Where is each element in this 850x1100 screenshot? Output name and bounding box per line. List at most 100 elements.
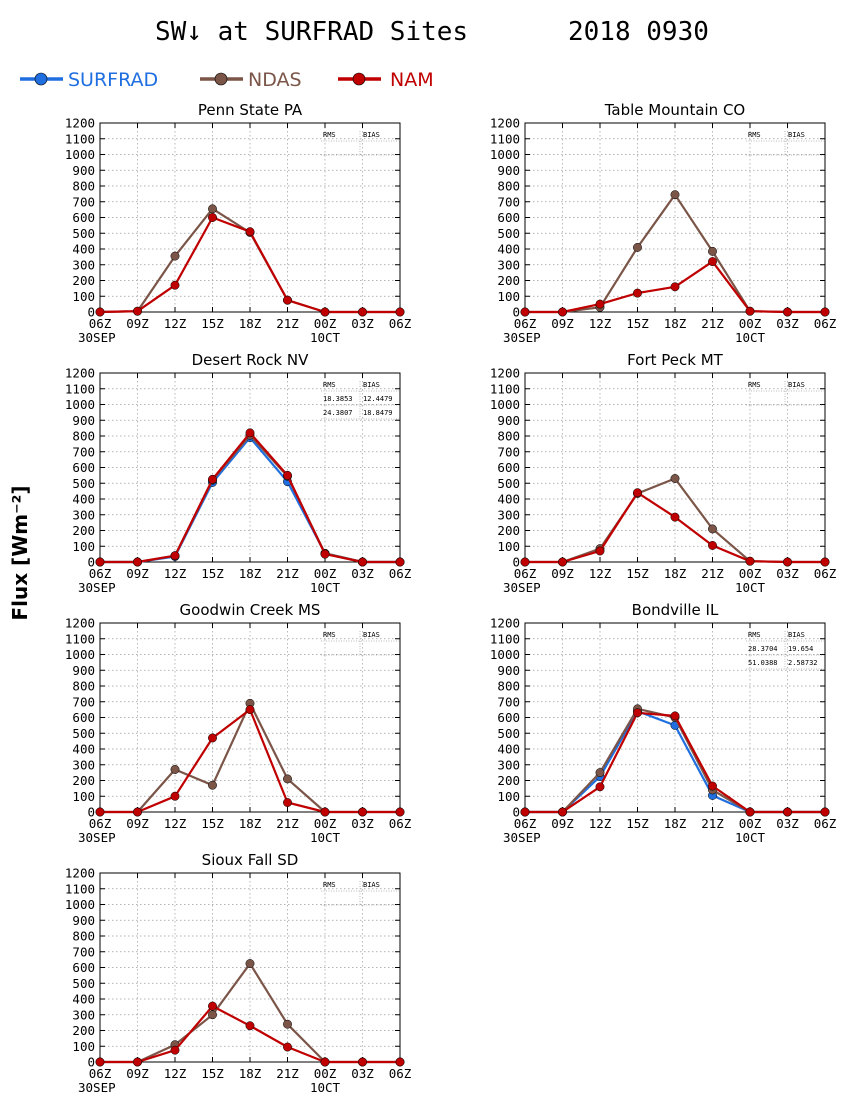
y-tick-label: 900	[72, 663, 95, 678]
x-date-label: 30SEP	[78, 330, 116, 345]
data-point-ndas	[595, 768, 605, 778]
y-tick-label: 800	[72, 429, 95, 444]
y-tick-label: 0	[87, 805, 95, 820]
chart-title: Fort Peck MT	[627, 351, 723, 369]
x-tick-label: 12Z	[589, 816, 612, 831]
x-tick-label: 06Z	[89, 816, 112, 831]
stats-header-bias: BIAS	[363, 881, 380, 889]
x-tick-label: 03Z	[351, 316, 374, 331]
series-line-nam	[100, 708, 400, 814]
x-tick-label: 06Z	[89, 316, 112, 331]
x-tick-label: 15Z	[626, 316, 649, 331]
data-point-nam	[595, 299, 605, 309]
x-date-label: 30SEP	[503, 830, 541, 845]
data-point-nam	[520, 807, 530, 817]
data-point-nam	[95, 1057, 105, 1067]
plot-frame	[524, 622, 826, 813]
x-tick-label: 15Z	[201, 816, 224, 831]
stats-bias-value: 19.654	[788, 645, 813, 653]
chart-title: Penn State PA	[198, 101, 303, 119]
x-tick-label: 06Z	[814, 816, 837, 831]
y-tick-label: 500	[72, 476, 95, 491]
data-point-nam	[633, 288, 642, 298]
x-tick-label: 06Z	[89, 1066, 112, 1081]
x-tick-label: 21Z	[701, 316, 724, 331]
data-point-nam	[95, 557, 105, 567]
y-tick-label: 600	[72, 960, 95, 975]
x-date-label: 10CT	[735, 580, 766, 595]
y-tick-label: 1200	[65, 366, 95, 381]
y-tick-label: 1200	[65, 866, 95, 881]
y-tick-label: 1100	[65, 381, 95, 396]
y-tick-label: 500	[72, 726, 95, 741]
data-point-nam	[558, 807, 567, 817]
data-point-nam	[283, 295, 292, 305]
y-axis-label: Flux [Wm⁻²]	[8, 485, 32, 620]
x-tick-label: 06Z	[89, 566, 112, 581]
legend-marker-surfrad	[34, 72, 48, 86]
y-tick-label: 200	[497, 523, 520, 538]
y-tick-label: 700	[72, 694, 95, 709]
data-point-nam	[520, 307, 530, 317]
stats-header-rms: RMS	[323, 631, 336, 639]
plot-frame	[99, 872, 401, 1063]
x-tick-label: 06Z	[814, 316, 837, 331]
y-tick-label: 300	[72, 757, 95, 772]
data-point-ndas	[245, 959, 255, 969]
data-point-nam	[170, 791, 180, 801]
y-tick-label: 1200	[490, 616, 520, 631]
data-point-nam	[245, 428, 255, 438]
x-tick-label: 09Z	[551, 566, 574, 581]
data-point-ndas	[208, 780, 217, 790]
x-tick-label: 03Z	[351, 816, 374, 831]
data-point-nam	[708, 541, 717, 550]
data-point-nam	[358, 1057, 367, 1067]
data-point-ndas	[170, 765, 180, 774]
x-tick-label: 06Z	[514, 316, 537, 331]
data-point-nam	[133, 1057, 142, 1067]
data-point-nam	[820, 557, 830, 567]
y-tick-label: 800	[497, 679, 520, 694]
x-tick-label: 21Z	[276, 816, 299, 831]
y-tick-label: 0	[512, 805, 520, 820]
y-tick-label: 800	[497, 429, 520, 444]
data-point-nam	[595, 782, 605, 792]
y-tick-label: 200	[72, 273, 95, 288]
figure-title: SW↓ at SURFRAD Sites	[155, 17, 468, 47]
series-line-surfrad	[100, 436, 400, 564]
chart-title: Sioux Fall SD	[202, 851, 299, 869]
y-tick-label: 400	[497, 742, 520, 757]
data-point-nam	[133, 557, 142, 567]
legend-label-ndas: NDAS	[248, 69, 302, 91]
y-tick-label: 1200	[490, 116, 520, 131]
y-tick-label: 400	[497, 492, 520, 507]
data-point-nam	[670, 512, 680, 522]
figure-date: 2018 0930	[568, 17, 709, 47]
x-tick-label: 06Z	[389, 1066, 412, 1081]
y-tick-label: 500	[72, 976, 95, 991]
x-tick-label: 18Z	[239, 816, 262, 831]
y-tick-label: 600	[497, 210, 520, 225]
y-tick-label: 1200	[65, 116, 95, 131]
data-point-nam	[633, 488, 642, 498]
x-tick-label: 21Z	[276, 316, 299, 331]
data-point-nam	[745, 556, 755, 566]
x-date-label: 10CT	[310, 830, 341, 845]
y-tick-label: 900	[72, 413, 95, 428]
y-tick-label: 500	[497, 476, 520, 491]
y-tick-label: 1200	[65, 616, 95, 631]
x-tick-label: 12Z	[164, 566, 187, 581]
y-tick-label: 1100	[490, 131, 520, 146]
y-tick-label: 600	[497, 710, 520, 725]
stats-header-bias: BIAS	[363, 631, 380, 639]
data-point-nam	[283, 798, 292, 807]
y-tick-label: 200	[497, 773, 520, 788]
x-tick-label: 21Z	[276, 566, 299, 581]
y-tick-label: 200	[72, 773, 95, 788]
stats-header-bias: BIAS	[363, 381, 380, 389]
y-tick-label: 800	[497, 179, 520, 194]
x-tick-label: 00Z	[739, 816, 762, 831]
stats-header-rms: RMS	[748, 381, 761, 389]
y-tick-label: 300	[72, 1007, 95, 1022]
y-tick-label: 900	[497, 163, 520, 178]
